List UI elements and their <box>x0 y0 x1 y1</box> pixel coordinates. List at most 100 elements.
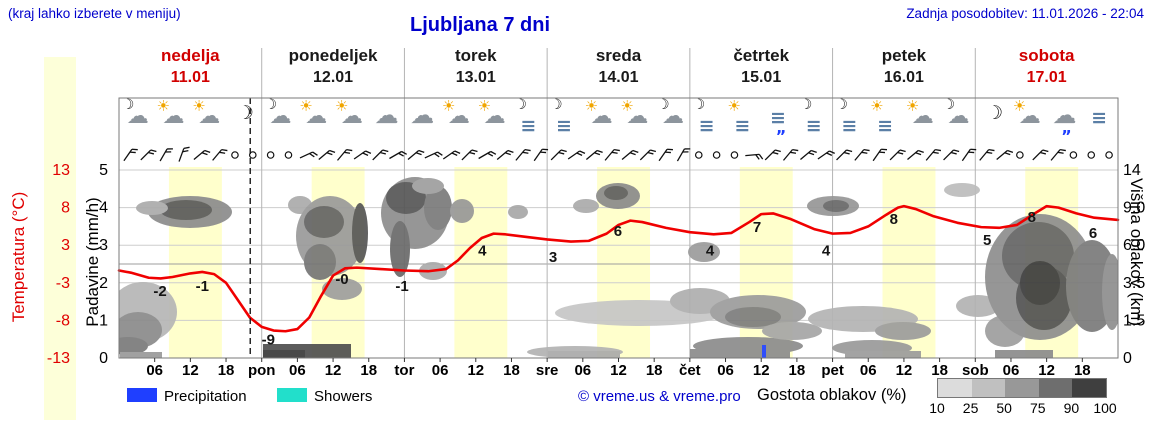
temperature-value-label: 4 <box>822 242 831 259</box>
cloud-glyph: ☁ <box>374 101 399 129</box>
day-date: 11.01 <box>170 69 210 86</box>
svg-text:2: 2 <box>99 275 108 292</box>
cloud-glyph: ☁ <box>126 104 149 129</box>
weather-icon-cm: ☽ ☁ <box>654 97 690 144</box>
cloud-density-scale <box>937 378 1107 398</box>
wind-barb-icon <box>550 149 567 161</box>
wind-barb-icon <box>854 148 870 161</box>
moon-glyph: ☽ <box>657 97 670 113</box>
fog-glyph: ≡ <box>877 115 893 137</box>
time-tick-label: 18 <box>360 362 377 379</box>
fog-glyph: ≡ <box>770 107 786 129</box>
wind-barb-icon <box>943 149 960 161</box>
day-name: sreda <box>595 46 642 65</box>
calm-wind-icon <box>284 151 293 159</box>
temperature-value-label: 6 <box>614 223 622 240</box>
calm-wind-icon <box>712 151 721 159</box>
cloud-glyph: ☁ <box>662 104 685 129</box>
weather-icon-cm: ☽ ☁ <box>262 97 298 144</box>
cloud-density-legend-label: Gostota oblakov (%) <box>757 386 907 404</box>
wind-barb-icon <box>817 150 835 160</box>
sun-glyph: ☀ <box>620 97 634 115</box>
density-tick-label: 100 <box>1093 400 1117 416</box>
weather-icon-cm: ☽ ☁ <box>939 98 975 144</box>
weather-icon-cs: ☀ ☁ <box>297 97 333 144</box>
calm-wind-icon <box>1105 151 1113 159</box>
svg-text:0: 0 <box>99 350 108 367</box>
cloud-glyph: ☁ <box>410 101 435 129</box>
moon-glyph: ☽ <box>264 97 278 113</box>
wind-barb-icon <box>140 149 157 161</box>
daytime-band <box>168 167 222 358</box>
weather-icon-cm: ☽ ☁ <box>119 97 155 144</box>
time-tick-label: 06 <box>432 362 449 379</box>
temperature-value-label: -1 <box>395 278 408 295</box>
wind-barb-icon <box>782 148 799 161</box>
day-abbrev-label: sob <box>962 362 989 379</box>
svg-text:3: 3 <box>99 237 108 254</box>
wind-barb-icon <box>336 148 353 161</box>
weather-icon-m: ☽ <box>975 100 1011 144</box>
svg-text:13: 13 <box>52 162 70 179</box>
weather-icon-cs: ☀ ☁ <box>476 99 512 144</box>
temperature-value-label: 4 <box>478 242 487 259</box>
svg-text:4: 4 <box>99 200 108 217</box>
svg-text:1: 1 <box>99 312 108 329</box>
day-date: 16.01 <box>883 69 924 86</box>
calm-wind-icon <box>730 151 739 159</box>
temperature-value-label: 4 <box>706 242 715 259</box>
day-name: torek <box>454 46 497 65</box>
sun-glyph: ☀ <box>441 97 456 115</box>
moon-glyph: ☽ <box>514 97 527 113</box>
time-tick-label: 18 <box>218 362 235 379</box>
density-tick-label: 50 <box>996 400 1012 416</box>
weather-icon-cs: ☀ ☁ <box>190 99 226 144</box>
wind-barb-icon <box>961 148 977 162</box>
credit-link[interactable]: © vreme.us & vreme.pro <box>578 388 741 405</box>
cloud-glyph: ☁ <box>340 104 363 129</box>
time-tick-label: 06 <box>574 362 591 379</box>
day-date: 13.01 <box>455 69 496 86</box>
day-header-sobota: sobota 17.01 <box>977 46 1117 87</box>
temperature-value-label: 8 <box>1028 209 1036 226</box>
wind-barb-icon <box>1050 148 1066 161</box>
calm-wind-icon <box>231 151 239 159</box>
fog-glyph: ≡ <box>805 115 822 137</box>
moon-glyph: ☽ <box>692 97 706 113</box>
day-name: petek <box>881 46 927 65</box>
wind-barb-icon <box>925 148 942 161</box>
temperature-value-label: -0 <box>335 271 348 288</box>
weather-icon-cr: ☁ „ <box>1046 100 1082 144</box>
time-tick-label: 12 <box>467 362 484 379</box>
menu-hint: (kraj lahko izberete v meniju) <box>8 6 181 21</box>
temperature-value-label: 7 <box>753 219 761 236</box>
wind-barb-icon <box>889 149 906 161</box>
time-tick-label: 18 <box>646 362 663 379</box>
temperature-value-label: 5 <box>983 232 991 249</box>
day-abbrev-label: sre <box>536 362 559 379</box>
sun-glyph: ☀ <box>299 97 313 115</box>
temperature-value-label: -9 <box>262 331 275 348</box>
moon-glyph: ☽ <box>121 97 135 113</box>
wind-barb-icon <box>372 149 389 161</box>
moon-glyph: ☽ <box>835 97 848 113</box>
day-header-torek: torek 13.01 <box>406 46 546 87</box>
showers-swatch <box>277 388 307 402</box>
svg-text:14: 14 <box>1123 162 1141 179</box>
wind-barb-icon <box>442 150 461 160</box>
svg-text:0: 0 <box>1123 350 1132 367</box>
cloud-glyph: ☁ <box>947 104 970 129</box>
calm-wind-icon <box>266 151 275 159</box>
day-abbrev-label: čet <box>679 362 701 379</box>
wind-barb-icon <box>979 148 995 161</box>
svg-text:1.5: 1.5 <box>1123 312 1145 329</box>
wind-barb-icon <box>996 149 1014 160</box>
day-abbrev-label: pon <box>248 362 276 379</box>
weather-icon-c: ☁ <box>404 100 440 144</box>
day-date: 15.01 <box>741 69 782 86</box>
fog-glyph: ≡ <box>520 115 537 137</box>
fog-glyph: ≡ <box>1091 107 1108 129</box>
time-tick-label: 12 <box>325 362 342 379</box>
wind-barb-icon <box>389 150 407 160</box>
